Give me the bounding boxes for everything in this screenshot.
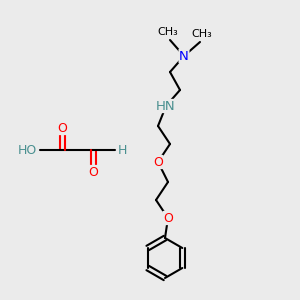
Text: CH₃: CH₃ — [158, 27, 178, 37]
Text: N: N — [179, 50, 189, 62]
Text: O: O — [57, 122, 67, 134]
Text: H: H — [118, 143, 128, 157]
Text: HO: HO — [18, 143, 37, 157]
Text: O: O — [153, 155, 163, 169]
Text: O: O — [88, 166, 98, 178]
Text: O: O — [163, 212, 173, 224]
Text: HN: HN — [156, 100, 176, 112]
Text: CH₃: CH₃ — [192, 29, 212, 39]
